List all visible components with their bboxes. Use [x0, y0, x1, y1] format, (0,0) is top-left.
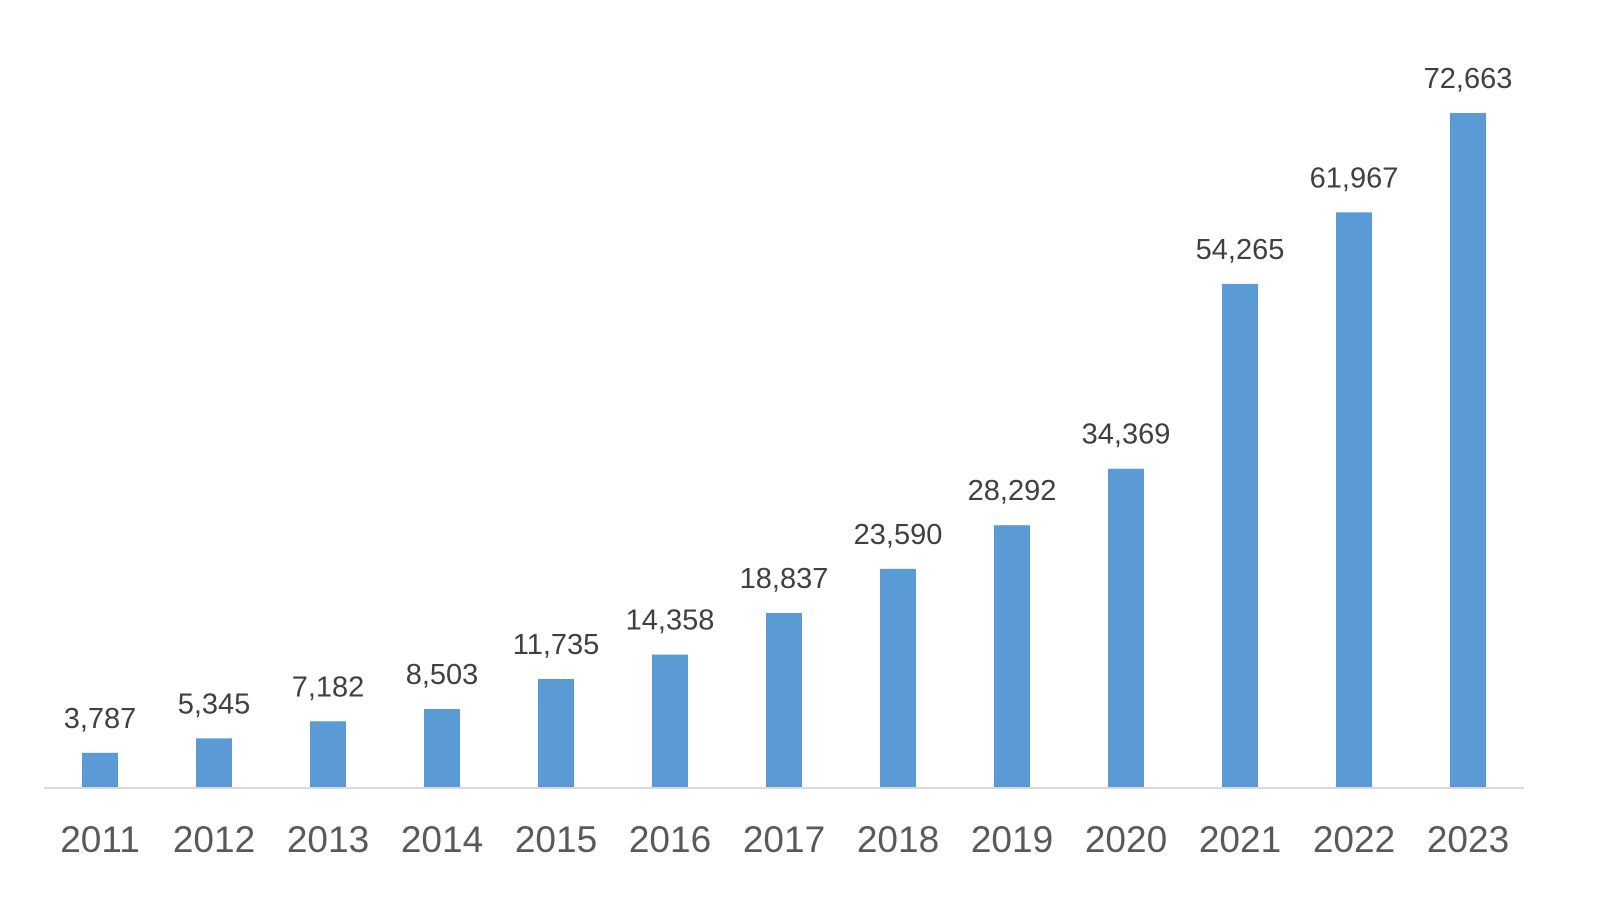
x-tick-label-2020: 2020: [1085, 819, 1167, 860]
bar-2017: [766, 613, 802, 788]
x-tick-label-2015: 2015: [515, 819, 597, 860]
data-label-2012: 5,345: [178, 688, 251, 720]
data-label-2011: 3,787: [64, 703, 137, 735]
bar-2023: [1450, 113, 1486, 788]
x-tick-label-2019: 2019: [971, 819, 1053, 860]
data-label-2021: 54,265: [1196, 234, 1285, 266]
data-label-group: 3,787 5,345 7,182 8,503 11,735 14,358 18,837 23…: [64, 63, 1513, 735]
data-label-2023: 72,663: [1424, 63, 1513, 95]
x-tick-label-2011: 2011: [60, 819, 140, 860]
data-label-2018: 23,590: [854, 519, 943, 551]
data-label-2022: 61,967: [1310, 162, 1399, 194]
x-tick-label-2023: 2023: [1427, 819, 1509, 860]
data-label-2020: 34,369: [1082, 419, 1171, 451]
bar-2021: [1222, 283, 1258, 788]
bar-2022: [1336, 212, 1372, 789]
bar-2018: [880, 568, 916, 788]
x-tick-label-2016: 2016: [629, 819, 711, 860]
data-label-2015: 11,735: [513, 629, 600, 661]
data-label-2017: 18,837: [740, 563, 829, 595]
bar-2012: [196, 738, 232, 788]
bar-2015: [538, 678, 574, 788]
x-tick-label-2012: 2012: [173, 819, 255, 860]
data-label-2014: 8,503: [406, 659, 479, 691]
bar-2013: [310, 721, 346, 788]
data-label-2016: 14,358: [626, 605, 715, 637]
data-label-2013: 7,182: [292, 671, 365, 703]
bar-2011: [82, 752, 118, 788]
data-label-2019: 28,292: [968, 475, 1057, 507]
x-tick-label-group: 2011 2012 2013 2014 2015 2016 2017 2018 2019 2020…: [60, 819, 1509, 860]
bar-2016: [652, 654, 688, 788]
x-tick-label-2013: 2013: [287, 819, 369, 860]
x-tick-label-2022: 2022: [1313, 819, 1395, 860]
x-tick-label-2014: 2014: [401, 819, 483, 860]
bar-2014: [424, 709, 460, 788]
bar-2020: [1108, 468, 1144, 788]
x-tick-label-2017: 2017: [743, 819, 825, 860]
x-tick-label-2021: 2021: [1199, 819, 1281, 860]
x-tick-label-2018: 2018: [857, 819, 939, 860]
bar-group: [82, 113, 1486, 789]
bar-2019: [994, 525, 1030, 788]
